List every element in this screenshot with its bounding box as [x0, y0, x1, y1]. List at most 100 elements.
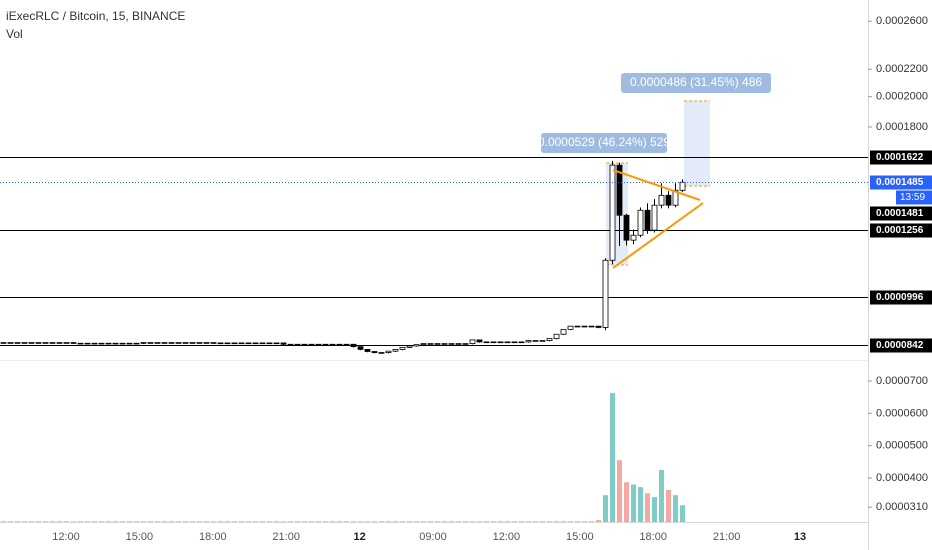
level-label: 0.0000842 [876, 340, 924, 351]
volume-bar [22, 521, 27, 522]
candle-body [504, 341, 511, 344]
volume-bar [512, 521, 517, 522]
candle-body [168, 342, 175, 344]
candle-body [609, 164, 616, 261]
x-tick-label: 15:00 [126, 531, 154, 543]
volume-bar [15, 521, 20, 522]
candle-body [371, 351, 378, 353]
volume-bar [407, 521, 412, 522]
volume-bar [393, 521, 398, 522]
y2-tick-label: 0.0000400 [876, 472, 928, 484]
volume-bar [113, 521, 118, 522]
candle-body [42, 342, 49, 344]
candle-body [441, 343, 448, 345]
level-label: 0.0001256 [876, 225, 924, 236]
volume-bar [64, 521, 69, 522]
y-tick-label: 0.0002200 [876, 63, 928, 75]
x-tick-label: 18:00 [639, 531, 667, 543]
volume-bar [659, 469, 664, 522]
candle-body [175, 342, 182, 344]
volume-bar [533, 521, 538, 522]
volume-bar [197, 521, 202, 522]
level-label: 0.0000996 [876, 292, 924, 303]
candle-body [413, 344, 420, 347]
candle-body [658, 194, 665, 206]
volume-bar [379, 521, 384, 522]
x-tick-label: 12:00 [52, 531, 80, 543]
candle-body [287, 343, 294, 346]
candle-body [329, 343, 336, 346]
volume-bar [309, 521, 314, 522]
volume-bar [169, 521, 174, 522]
candle-body [112, 342, 119, 345]
volume-bar [50, 521, 55, 522]
volume-bar [176, 521, 181, 522]
volume-bar [463, 521, 468, 522]
candle-body [91, 342, 98, 345]
volume-bar [400, 521, 405, 522]
candle-body [119, 342, 126, 345]
volume-bar [414, 521, 419, 522]
candle-body [280, 342, 287, 345]
volume-bar [337, 521, 342, 522]
measure-label-bg [541, 133, 667, 153]
candle-body [637, 209, 644, 236]
candle-body [588, 325, 595, 328]
triangle-lower [612, 202, 704, 269]
candle-body [448, 343, 455, 345]
volume-bar [456, 521, 461, 522]
volume-bar [155, 521, 160, 522]
candle-body [14, 342, 21, 344]
volume-bar [638, 487, 643, 522]
volume-bar [330, 521, 335, 522]
candle-body [196, 342, 203, 344]
x-tick-label: 21:00 [713, 531, 741, 543]
y-tick-label: 0.0002000 [876, 91, 928, 103]
candle-body [98, 342, 105, 345]
volume-bar [246, 521, 251, 522]
level-badge [870, 338, 932, 353]
x-tick-label: 13 [794, 531, 806, 543]
volume-bar [540, 521, 545, 522]
candle-body [385, 350, 392, 353]
volume-bar [568, 521, 573, 522]
volume-bar [421, 521, 426, 522]
volume-bar [281, 521, 286, 522]
candle-body [294, 343, 301, 346]
candle-body [189, 342, 196, 344]
candle-body [252, 342, 259, 345]
chart-title: iExecRLC / Bitcoin, 15, BINANCE [6, 9, 185, 23]
measure-label-bg [621, 73, 771, 93]
volume-bar [253, 521, 258, 522]
candle-body [245, 342, 252, 345]
candle-body [602, 259, 609, 328]
volume-bar [603, 495, 608, 522]
candle-body [301, 343, 308, 346]
candle-body [497, 341, 504, 344]
volume-bar [183, 521, 188, 522]
candle-body [70, 342, 77, 344]
candle-body [574, 325, 581, 328]
volume-bar [596, 520, 601, 522]
candle-body [539, 340, 546, 342]
volume-bar [127, 521, 132, 522]
volume-bar [267, 521, 272, 522]
volume-bar [617, 460, 622, 522]
level-badge [870, 150, 932, 165]
volume-bar [316, 521, 321, 522]
volume-bar [344, 521, 349, 522]
candle-body [406, 345, 413, 348]
volume-bar [673, 495, 678, 522]
volume-bar [610, 392, 615, 522]
volume-title: Vol [6, 27, 23, 41]
x-tick-label: 12:00 [493, 531, 521, 543]
candle-body [140, 342, 147, 344]
volume-bar [589, 521, 594, 522]
measure-label: 0.0000529 (46.24%) 529 [538, 135, 670, 149]
candle-body [581, 325, 588, 328]
candle-body [56, 342, 63, 344]
volume-bar [519, 521, 524, 522]
volume-bar [85, 521, 90, 522]
volume-bar [43, 521, 48, 522]
volume-bar [141, 521, 146, 522]
